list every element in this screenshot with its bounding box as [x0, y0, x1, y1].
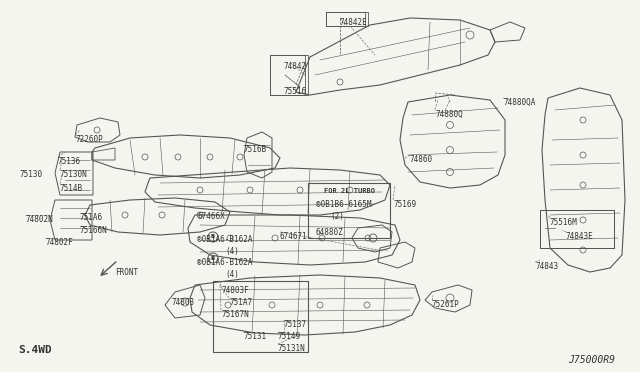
Text: S.4WD: S.4WD	[18, 345, 52, 355]
Text: 75137: 75137	[284, 320, 307, 329]
Text: 75131N: 75131N	[278, 344, 306, 353]
Text: 74880Q: 74880Q	[435, 110, 463, 119]
Bar	[270, 55, 308, 95]
Text: FOR 2L TURBO: FOR 2L TURBO	[324, 188, 375, 194]
Text: 74843E: 74843E	[566, 232, 594, 241]
Text: B: B	[211, 234, 215, 240]
Text: 7516B: 7516B	[243, 145, 266, 154]
Text: 75261P: 75261P	[432, 300, 460, 309]
Bar	[308, 183, 390, 238]
Text: ®0B1A6-B162A: ®0B1A6-B162A	[197, 235, 253, 244]
Text: (4): (4)	[225, 270, 239, 279]
Text: 75167N: 75167N	[221, 310, 249, 319]
Bar	[213, 281, 308, 352]
Text: J75000R9: J75000R9	[568, 355, 615, 365]
Text: 74842: 74842	[283, 62, 306, 71]
Text: 74880QA: 74880QA	[503, 98, 536, 107]
Text: 72260P: 72260P	[75, 135, 103, 144]
Text: 75130: 75130	[20, 170, 43, 179]
Text: 74803F: 74803F	[221, 286, 249, 295]
Text: 75131: 75131	[243, 332, 266, 341]
Text: 75130N: 75130N	[60, 170, 88, 179]
Text: 74842E: 74842E	[340, 18, 368, 27]
Text: 67466X: 67466X	[198, 212, 226, 221]
Text: 75166N: 75166N	[80, 226, 108, 235]
Text: 7514B: 7514B	[60, 184, 83, 193]
Bar	[270, 55, 305, 95]
Text: ®0B1B6-6165M: ®0B1B6-6165M	[316, 200, 371, 209]
Text: 75136: 75136	[58, 157, 81, 166]
Text: 751A6: 751A6	[80, 213, 103, 222]
Text: 74803: 74803	[172, 298, 195, 307]
Text: ®0B1A6-B162A: ®0B1A6-B162A	[197, 258, 253, 267]
Text: 674671: 674671	[280, 232, 308, 241]
Text: (2): (2)	[330, 212, 344, 221]
Bar	[326, 12, 365, 26]
Bar	[540, 210, 614, 248]
Text: 751A7: 751A7	[229, 298, 252, 307]
Bar	[540, 210, 614, 248]
Text: 74843: 74843	[535, 262, 558, 271]
Text: 75516: 75516	[283, 87, 306, 96]
Text: 74860: 74860	[410, 155, 433, 164]
Text: 64880Z: 64880Z	[316, 228, 344, 237]
Text: 75149: 75149	[278, 332, 301, 341]
Text: (4): (4)	[225, 247, 239, 256]
Text: FRONT: FRONT	[115, 268, 138, 277]
Text: 74802N: 74802N	[25, 215, 52, 224]
Bar	[308, 183, 390, 238]
Text: 74802F: 74802F	[45, 238, 73, 247]
Bar	[326, 12, 368, 26]
Bar	[213, 281, 308, 352]
Text: 75169: 75169	[393, 200, 416, 209]
Text: B: B	[211, 256, 215, 260]
Text: 75516M: 75516M	[550, 218, 578, 227]
